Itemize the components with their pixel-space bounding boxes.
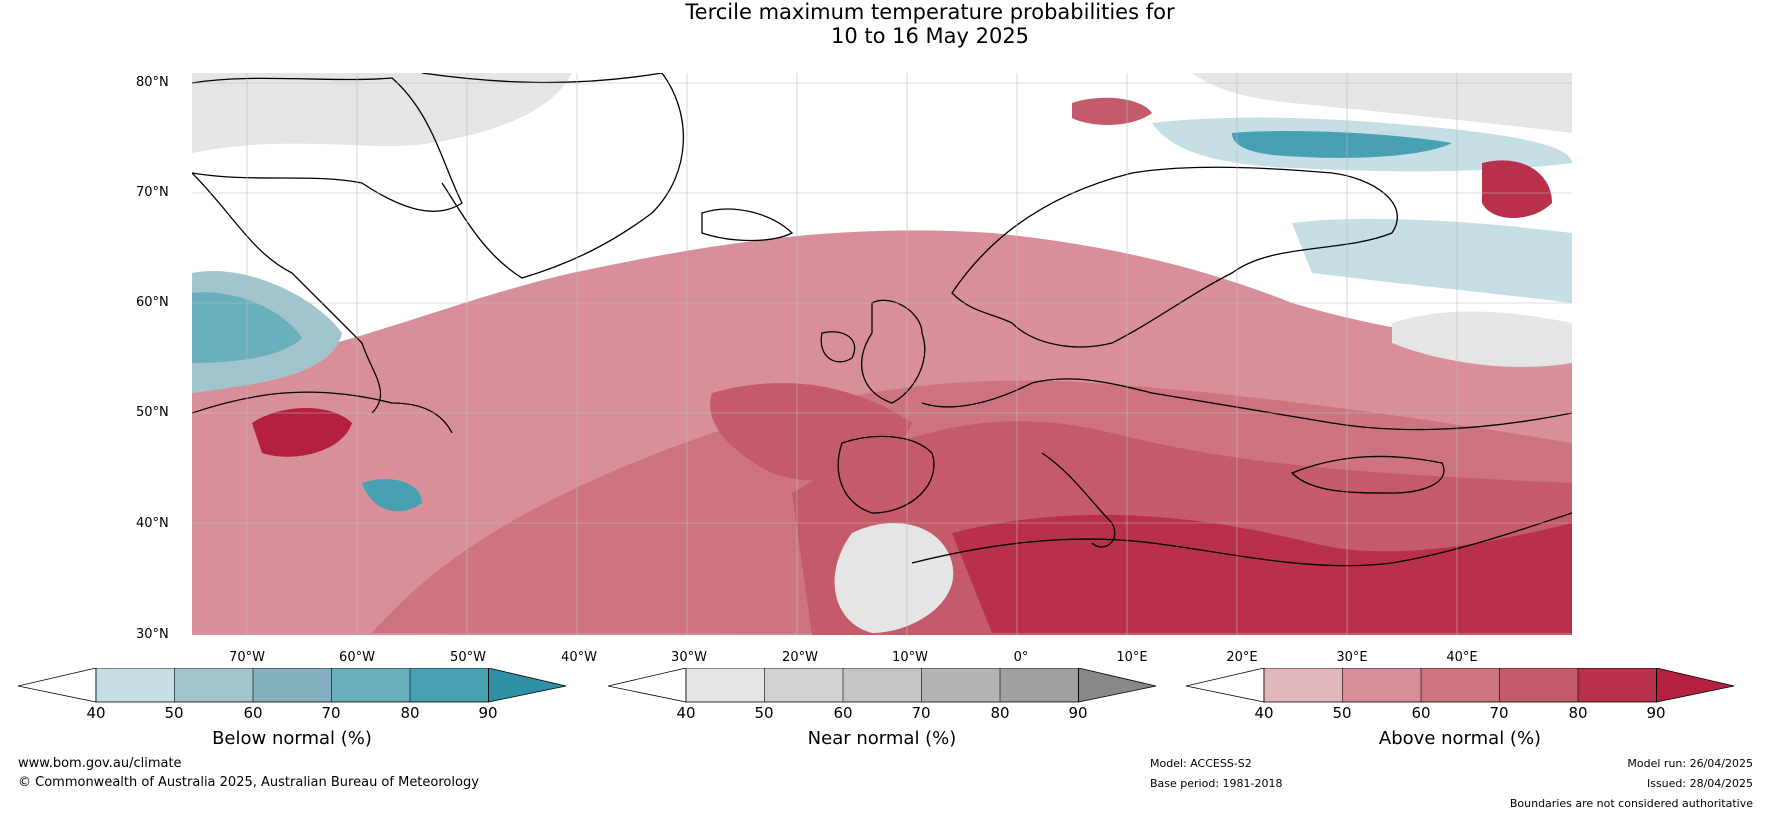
lon-label-70w: 70°W <box>229 650 265 665</box>
lon-label-10w: 10°W <box>892 650 928 665</box>
lat-label-30n: 30°N <box>136 627 169 642</box>
chart-title: Tercile maximum temperature probabilitie… <box>0 0 1770 48</box>
below-normal-label: Below normal (%) <box>212 728 372 749</box>
below-tick-50: 50 <box>164 704 184 722</box>
near-tick-90: 90 <box>1068 704 1088 722</box>
lon-label-20w: 20°W <box>782 650 818 665</box>
base-period-text: Base period: 1981-2018 <box>1150 777 1283 790</box>
lon-label-0: 0° <box>1013 650 1029 665</box>
above-normal-label: Above normal (%) <box>1378 728 1542 749</box>
above-tick-50: 50 <box>1332 704 1352 722</box>
above-tick-60: 60 <box>1411 704 1431 722</box>
lat-label-70n: 70°N <box>136 185 169 200</box>
near-tick-70: 70 <box>911 704 931 722</box>
colorbar-below-normal <box>18 668 567 703</box>
lon-label-40w: 40°W <box>561 650 597 665</box>
lat-label-40n: 40°N <box>136 516 169 531</box>
near-tick-60: 60 <box>833 704 853 722</box>
model-text: Model: ACCESS-S2 <box>1150 757 1252 770</box>
near-tick-80: 80 <box>990 704 1010 722</box>
title-line-1: Tercile maximum temperature probabilitie… <box>685 0 1175 24</box>
lon-label-20e: 20°E <box>1226 650 1258 665</box>
lat-label-80n: 80°N <box>136 75 169 90</box>
above-tick-40: 40 <box>1254 704 1274 722</box>
below-tick-80: 80 <box>400 704 420 722</box>
near-tick-40: 40 <box>676 704 696 722</box>
lon-label-60w: 60°W <box>339 650 375 665</box>
above-tick-80: 80 <box>1568 704 1588 722</box>
above-tick-70: 70 <box>1489 704 1509 722</box>
copyright-text: © Commonwealth of Australia 2025, Austra… <box>18 775 479 790</box>
lon-label-40e: 40°E <box>1446 650 1478 665</box>
above-tick-90: 90 <box>1646 704 1666 722</box>
colorbar-above-normal <box>1186 668 1735 703</box>
below-tick-70: 70 <box>321 704 341 722</box>
colorbar-near-normal <box>608 668 1157 703</box>
lon-label-50w: 50°W <box>450 650 486 665</box>
model-run-text: Model run: 26/04/2025 <box>1627 757 1753 770</box>
lon-label-30w: 30°W <box>671 650 707 665</box>
below-tick-90: 90 <box>478 704 498 722</box>
lat-label-50n: 50°N <box>136 405 169 420</box>
probability-map <box>192 73 1572 635</box>
near-tick-50: 50 <box>754 704 774 722</box>
lat-label-60n: 60°N <box>136 295 169 310</box>
website-link[interactable]: www.bom.gov.au/climate <box>18 756 182 771</box>
near-normal-label: Near normal (%) <box>807 728 957 749</box>
disclaimer-text: Boundaries are not considered authoritat… <box>1509 797 1753 810</box>
title-line-2: 10 to 16 May 2025 <box>830 24 1030 48</box>
lon-label-10e: 10°E <box>1116 650 1148 665</box>
below-tick-40: 40 <box>86 704 106 722</box>
lon-label-30e: 30°E <box>1336 650 1368 665</box>
issued-text: Issued: 28/04/2025 <box>1646 777 1753 790</box>
below-tick-60: 60 <box>243 704 263 722</box>
